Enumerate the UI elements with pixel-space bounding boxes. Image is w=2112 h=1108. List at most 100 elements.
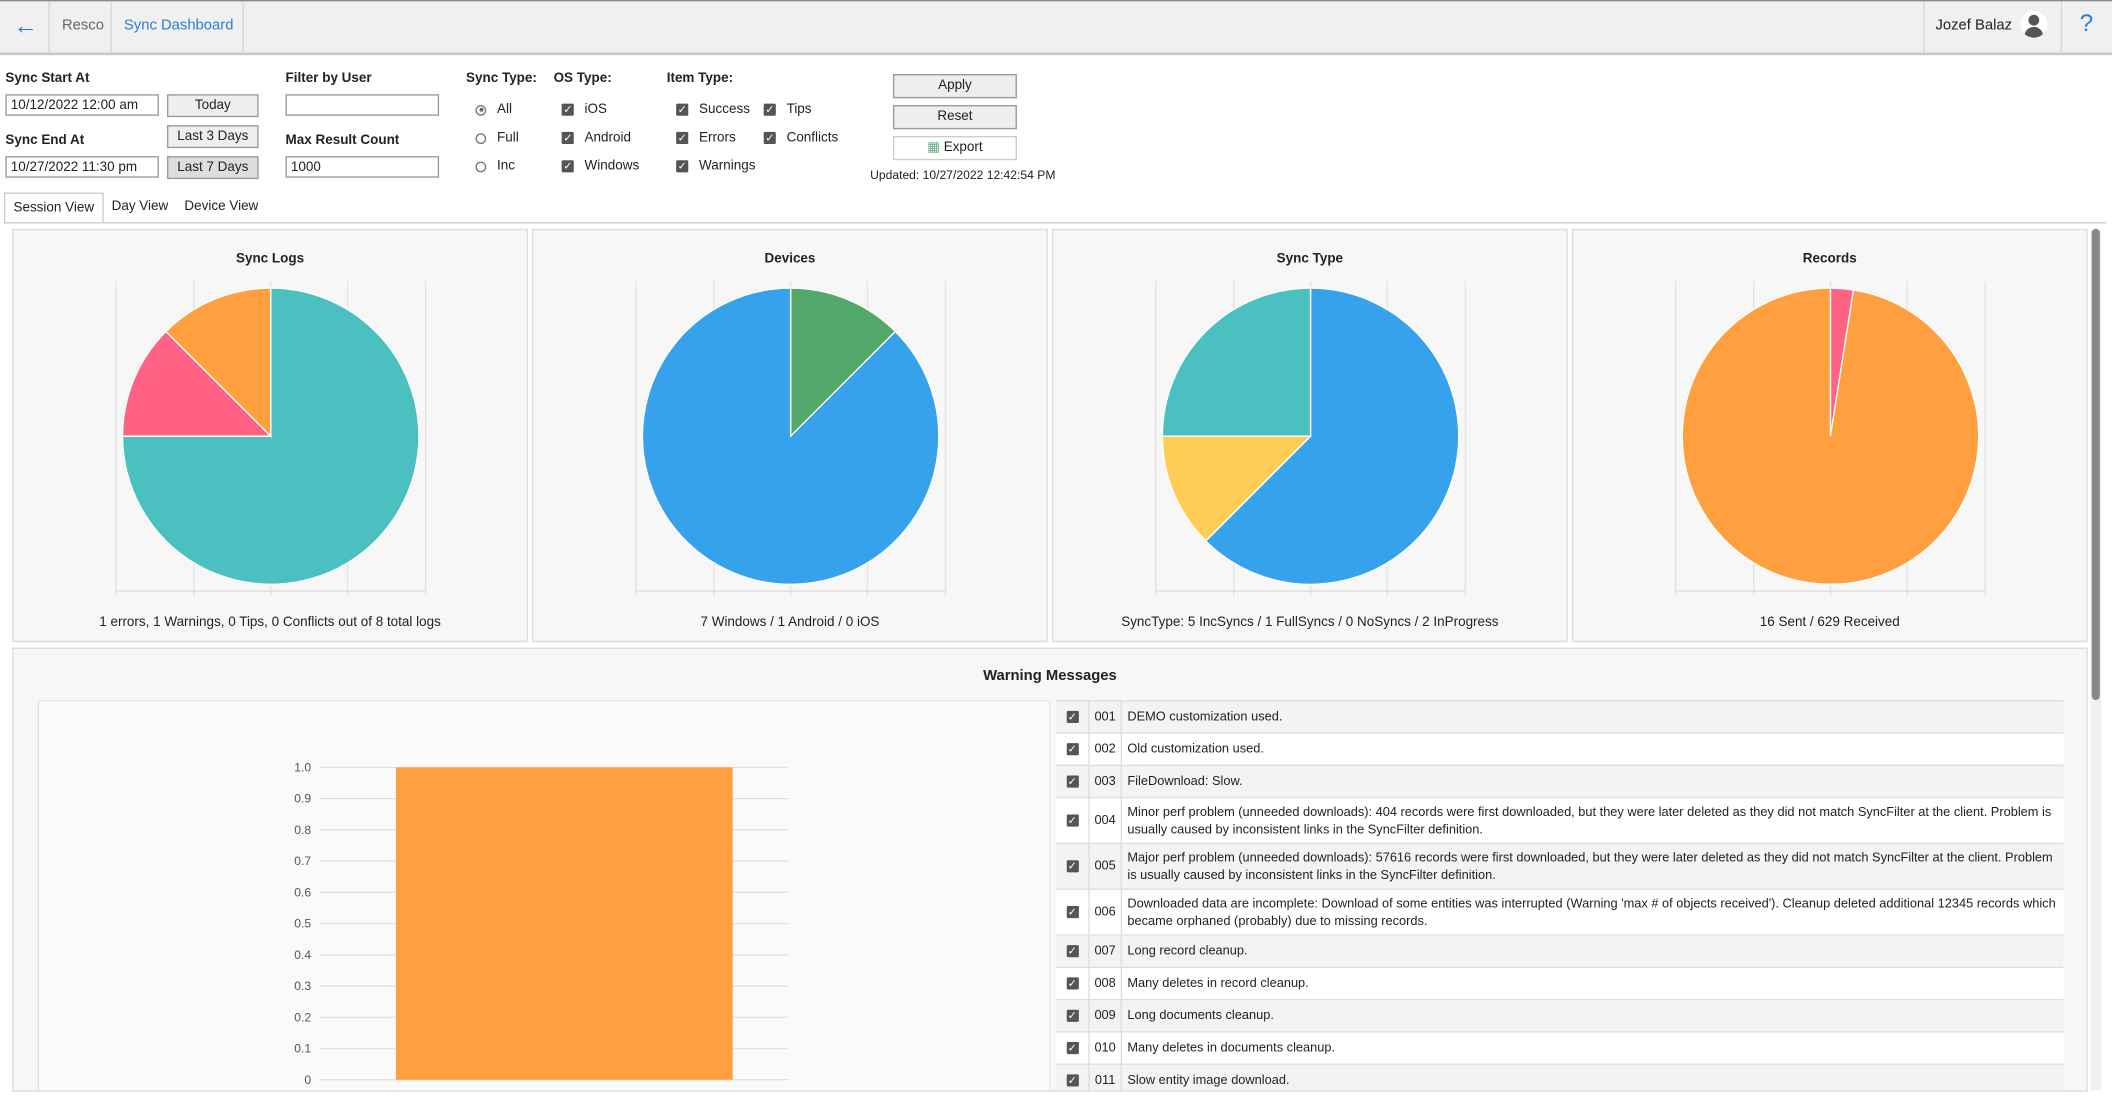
today-button[interactable]: Today <box>167 94 259 118</box>
checkbox-icon[interactable]: ✓ <box>1066 814 1079 827</box>
checkbox-icon[interactable]: ✓ <box>1066 743 1079 756</box>
warning-code: 003 <box>1088 766 1122 798</box>
checkbox-icon[interactable]: ✓ <box>1066 945 1079 958</box>
max-count-input[interactable]: 1000 <box>285 156 440 178</box>
y-tick-label: 0 <box>304 1073 311 1087</box>
warning-messages-panel: Warning Messages 0 0.1 0.2 0.3 0.4 0.5 0.6 0.7 0… <box>12 647 2088 1092</box>
help-button[interactable]: ? <box>2079 9 2094 37</box>
chart-caption: SyncType: 5 IncSyncs / 1 FullSyncs / 0 N… <box>1121 615 1499 631</box>
export-button[interactable]: ▦ Export <box>892 135 1017 161</box>
warning-code: 007 <box>1088 935 1122 967</box>
arrow-left-icon: ← <box>13 12 38 40</box>
back-button[interactable]: ← <box>13 12 37 40</box>
checkbox-icon[interactable]: ✓ <box>1066 1042 1079 1055</box>
devices-pie-chart <box>635 281 947 597</box>
checkbox-icon: ✓ <box>561 103 574 116</box>
warning-list: ✓ 001 DEMO customization used. ✓ 002 Old cust… <box>1055 700 2064 1091</box>
warning-bar-chart-box: 0 0.1 0.2 0.3 0.4 0.5 0.6 0.7 0.8 0.9 1.0 <box>37 700 1051 1091</box>
os-windows-checkbox[interactable]: ✓ Windows <box>561 158 640 174</box>
devices-panel: Devices 7 Windows / 1 Android / 0 iOS <box>532 228 1048 643</box>
checkbox-icon[interactable]: ✓ <box>1066 977 1079 990</box>
warning-row[interactable]: ✓ 007 Long record cleanup. <box>1055 935 2064 968</box>
warning-row[interactable]: ✓ 011 Slow entity image download. <box>1055 1064 2064 1091</box>
warning-text: Many deletes in record cleanup. <box>1127 976 1309 991</box>
sync-type-pie-chart <box>1154 281 1467 597</box>
pie-slice-inprogress[interactable] <box>1161 287 1312 437</box>
checkbox-icon[interactable]: ✓ <box>1066 860 1079 873</box>
user-name[interactable]: Jozef Balaz <box>1935 17 2013 34</box>
y-tick-label: 0.6 <box>294 885 311 899</box>
warning-row[interactable]: ✓ 008 Many deletes in record cleanup. <box>1055 967 2064 1001</box>
checkbox-icon: ✓ <box>763 103 776 116</box>
scrollbar[interactable] <box>2090 228 2102 1091</box>
checkbox-icon: ✓ <box>561 160 574 173</box>
pie-slice-received[interactable] <box>1681 287 1980 585</box>
reset-button[interactable]: Reset <box>892 105 1017 130</box>
chart-title: Records <box>1802 251 1857 267</box>
tab-device-view[interactable]: Device View <box>184 199 259 215</box>
last-7-days-button[interactable]: Last 7 Days <box>167 156 259 180</box>
item-errors-checkbox[interactable]: ✓ Errors <box>676 130 736 146</box>
records-pie-chart <box>1674 281 1987 597</box>
max-count-label: Max Result Count <box>285 133 400 149</box>
scrollbar-thumb[interactable] <box>2091 228 2100 701</box>
filter-user-input[interactable] <box>285 94 440 116</box>
warning-code: 010 <box>1088 1032 1122 1064</box>
pie-slice-android[interactable] <box>789 287 897 438</box>
last-3-days-button[interactable]: Last 3 Days <box>167 125 259 149</box>
y-tick-label: 0.1 <box>294 1042 311 1056</box>
sync-end-input[interactable]: 10/27/2022 11:30 pm <box>5 156 159 178</box>
warning-text: Many deletes in documents cleanup. <box>1127 1040 1336 1056</box>
checkbox-icon: ✓ <box>676 131 689 145</box>
warning-text: Downloaded data are incomplete: Download… <box>1127 895 2056 929</box>
sync-start-input[interactable]: 10/12/2022 12:00 am <box>5 94 159 116</box>
tab-day-view[interactable]: Day View <box>111 199 169 215</box>
breadcrumb-current[interactable]: Sync Dashboard <box>123 17 234 34</box>
user-avatar-icon[interactable] <box>2020 10 2048 38</box>
sync-type-inc-radio[interactable]: Inc <box>475 159 515 174</box>
bar[interactable] <box>395 767 733 1080</box>
checkbox-icon[interactable]: ✓ <box>1066 906 1079 919</box>
item-success-checkbox[interactable]: ✓ Success <box>676 102 750 118</box>
breadcrumb-resco[interactable]: Resco <box>61 17 104 34</box>
warning-row[interactable]: ✓ 004 Minor perf problem (unneeded downloa… <box>1055 798 2064 845</box>
view-tabs: Session View Day View Device View <box>4 192 266 224</box>
pie-slice-windows[interactable] <box>641 287 940 585</box>
warning-row[interactable]: ✓ 001 DEMO customization used. <box>1055 701 2064 734</box>
checkbox-icon[interactable]: ✓ <box>1066 1074 1079 1087</box>
checkbox-icon[interactable]: ✓ <box>1066 1009 1079 1022</box>
sync-type-panel: Sync Type SyncType: 5 IncSyncs / 1 FullS… <box>1051 228 1568 643</box>
warning-code: 005 <box>1088 844 1122 889</box>
y-tick-label: 0.7 <box>294 854 311 868</box>
item-warnings-checkbox[interactable]: ✓ Warnings <box>676 158 756 174</box>
tab-session-view[interactable]: Session View <box>4 192 104 224</box>
warning-row[interactable]: ✓ 005 Major perf problem (unneeded downloa… <box>1055 844 2064 890</box>
sync-type-all-radio[interactable]: All <box>475 102 512 117</box>
sync-logs-pie-chart <box>115 281 427 597</box>
warning-messages-title: Warning Messages <box>983 667 1117 684</box>
chart-title: Sync Logs <box>235 251 305 267</box>
pie-slice-fullsyncs[interactable] <box>1161 435 1313 542</box>
checkbox-icon[interactable]: ✓ <box>1066 775 1079 788</box>
y-tick-label: 0.2 <box>294 1010 311 1024</box>
item-conflicts-checkbox[interactable]: ✓ Conflicts <box>763 130 839 146</box>
pie-slice-errors[interactable] <box>121 330 273 437</box>
warning-text: Long documents cleanup. <box>1127 1008 1274 1024</box>
sync-start-label: Sync Start At <box>5 71 90 87</box>
warning-row[interactable]: ✓ 006 Downloaded data are incomplete: Down… <box>1055 889 2064 936</box>
sync-type-full-radio[interactable]: Full <box>475 131 519 145</box>
os-ios-checkbox[interactable]: ✓ iOS <box>561 102 608 118</box>
apply-button[interactable]: Apply <box>892 74 1017 99</box>
checkbox-icon[interactable]: ✓ <box>1066 710 1079 723</box>
warning-text: Long record cleanup. <box>1127 943 1248 959</box>
warning-code: 011 <box>1088 1064 1122 1091</box>
warning-row[interactable]: ✓ 003 FileDownload: Slow. <box>1055 766 2064 799</box>
warning-row[interactable]: ✓ 009 Long documents cleanup. <box>1055 1000 2064 1033</box>
warning-row[interactable]: ✓ 010 Many deletes in documents cleanup. <box>1055 1032 2064 1065</box>
pie-slice-incsyncs[interactable] <box>1204 287 1460 585</box>
pie-slice-warnings[interactable] <box>165 287 272 438</box>
os-android-checkbox[interactable]: ✓ Android <box>561 130 631 146</box>
warning-row[interactable]: ✓ 002 Old customization used. <box>1055 733 2064 767</box>
item-tips-checkbox[interactable]: ✓ Tips <box>763 102 812 118</box>
warning-code: 006 <box>1088 889 1122 935</box>
